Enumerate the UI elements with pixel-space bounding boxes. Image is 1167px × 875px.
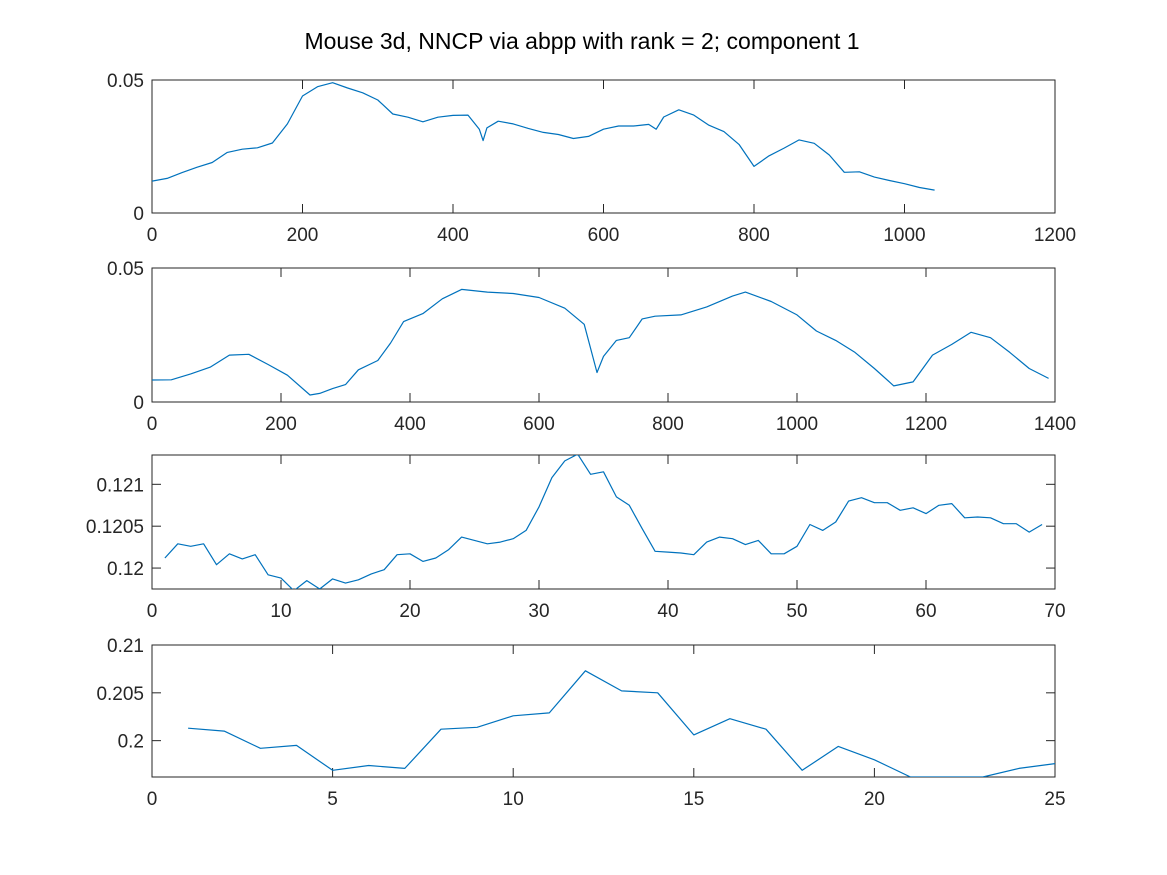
subplot-2-x-tick-label: 600 xyxy=(523,414,555,435)
subplot-1-x-tick-label: 200 xyxy=(287,225,319,246)
subplot-1-x-tick-label: 1000 xyxy=(883,225,925,246)
subplot-1-y-tick-label: 0.05 xyxy=(107,71,144,92)
subplot-2-plot-area xyxy=(151,267,1056,403)
subplot-2-x-tick-label: 200 xyxy=(265,414,297,435)
subplot-3-x-tick-label: 40 xyxy=(657,601,678,622)
subplot-3-x-tick-label: 20 xyxy=(399,601,420,622)
subplot-4-x-tick-label: 0 xyxy=(147,789,158,810)
subplot-1-series-line xyxy=(152,82,935,191)
subplot-4-series-line xyxy=(188,670,1055,777)
subplot-4-axes: 0 5 10 15 20 25 0.2 0.205 0.21 xyxy=(96,636,1065,810)
subplot-3-x-tick-label: 70 xyxy=(1044,601,1065,622)
subplot-1-x-tick-label: 400 xyxy=(437,225,469,246)
subplot-1-x-tick-label: 0 xyxy=(147,225,158,246)
subplot-2-axes: 0 200 400 600 800 1000 1200 1400 0 0.05 xyxy=(107,259,1076,435)
subplot-2-x-tick-label: 400 xyxy=(394,414,426,435)
subplot-2-y-tick-label: 0.05 xyxy=(107,259,144,280)
subplot-3-y-tick-label: 0.1205 xyxy=(86,517,144,538)
subplot-4-x-tick-label: 15 xyxy=(683,789,704,810)
subplot-2-y-tick-label: 0 xyxy=(133,393,144,414)
subplot-3-x-tick-label: 10 xyxy=(270,601,291,622)
subplot-4-y-tick-label: 0.205 xyxy=(96,684,144,705)
subplot-3-y-tick-label: 0.12 xyxy=(107,559,144,580)
subplot-2-x-tick-label: 1400 xyxy=(1034,414,1076,435)
subplot-4-x-tick-label: 10 xyxy=(503,789,524,810)
subplot-1-y-tick-label: 0 xyxy=(133,204,144,225)
subplot-1-plot-area xyxy=(151,79,1056,214)
subplot-3-y-tick-label: 0.121 xyxy=(96,475,144,496)
subplot-3-series-line xyxy=(164,455,1043,589)
subplot-3-x-tick-label: 50 xyxy=(786,601,807,622)
subplot-4-x-tick-label: 5 xyxy=(327,789,338,810)
subplot-2-series-line xyxy=(152,288,1049,396)
subplot-1-x-tick-label: 1200 xyxy=(1034,225,1076,246)
subplot-1-axes: 0 200 400 600 800 1000 1200 0 0.05 xyxy=(107,71,1076,246)
subplot-4-x-tick-label: 25 xyxy=(1044,789,1065,810)
subplot-1-x-tick-label: 600 xyxy=(588,225,620,246)
subplot-3-x-tick-label: 60 xyxy=(915,601,936,622)
subplot-2-x-tick-label: 1200 xyxy=(905,414,947,435)
subplot-1-x-tick-label: 800 xyxy=(738,225,770,246)
subplot-4-y-tick-label: 0.21 xyxy=(107,636,144,657)
subplot-2-x-tick-label: 1000 xyxy=(776,414,818,435)
subplot-3-plot-area xyxy=(151,454,1056,590)
subplot-3-x-tick-label: 30 xyxy=(528,601,549,622)
subplot-2-x-tick-label: 800 xyxy=(652,414,684,435)
subplot-3-axes: 0 10 20 30 40 50 60 70 0.12 0.1205 0.121 xyxy=(86,454,1066,622)
subplot-3-x-tick-label: 0 xyxy=(147,601,158,622)
subplot-4-x-tick-label: 20 xyxy=(864,789,885,810)
subplot-4-y-tick-label: 0.2 xyxy=(118,732,144,753)
figure-title: Mouse 3d, NNCP via abpp with rank = 2; c… xyxy=(304,28,859,54)
subplot-4-plot-area xyxy=(151,644,1056,778)
subplot-2-x-tick-label: 0 xyxy=(147,414,158,435)
